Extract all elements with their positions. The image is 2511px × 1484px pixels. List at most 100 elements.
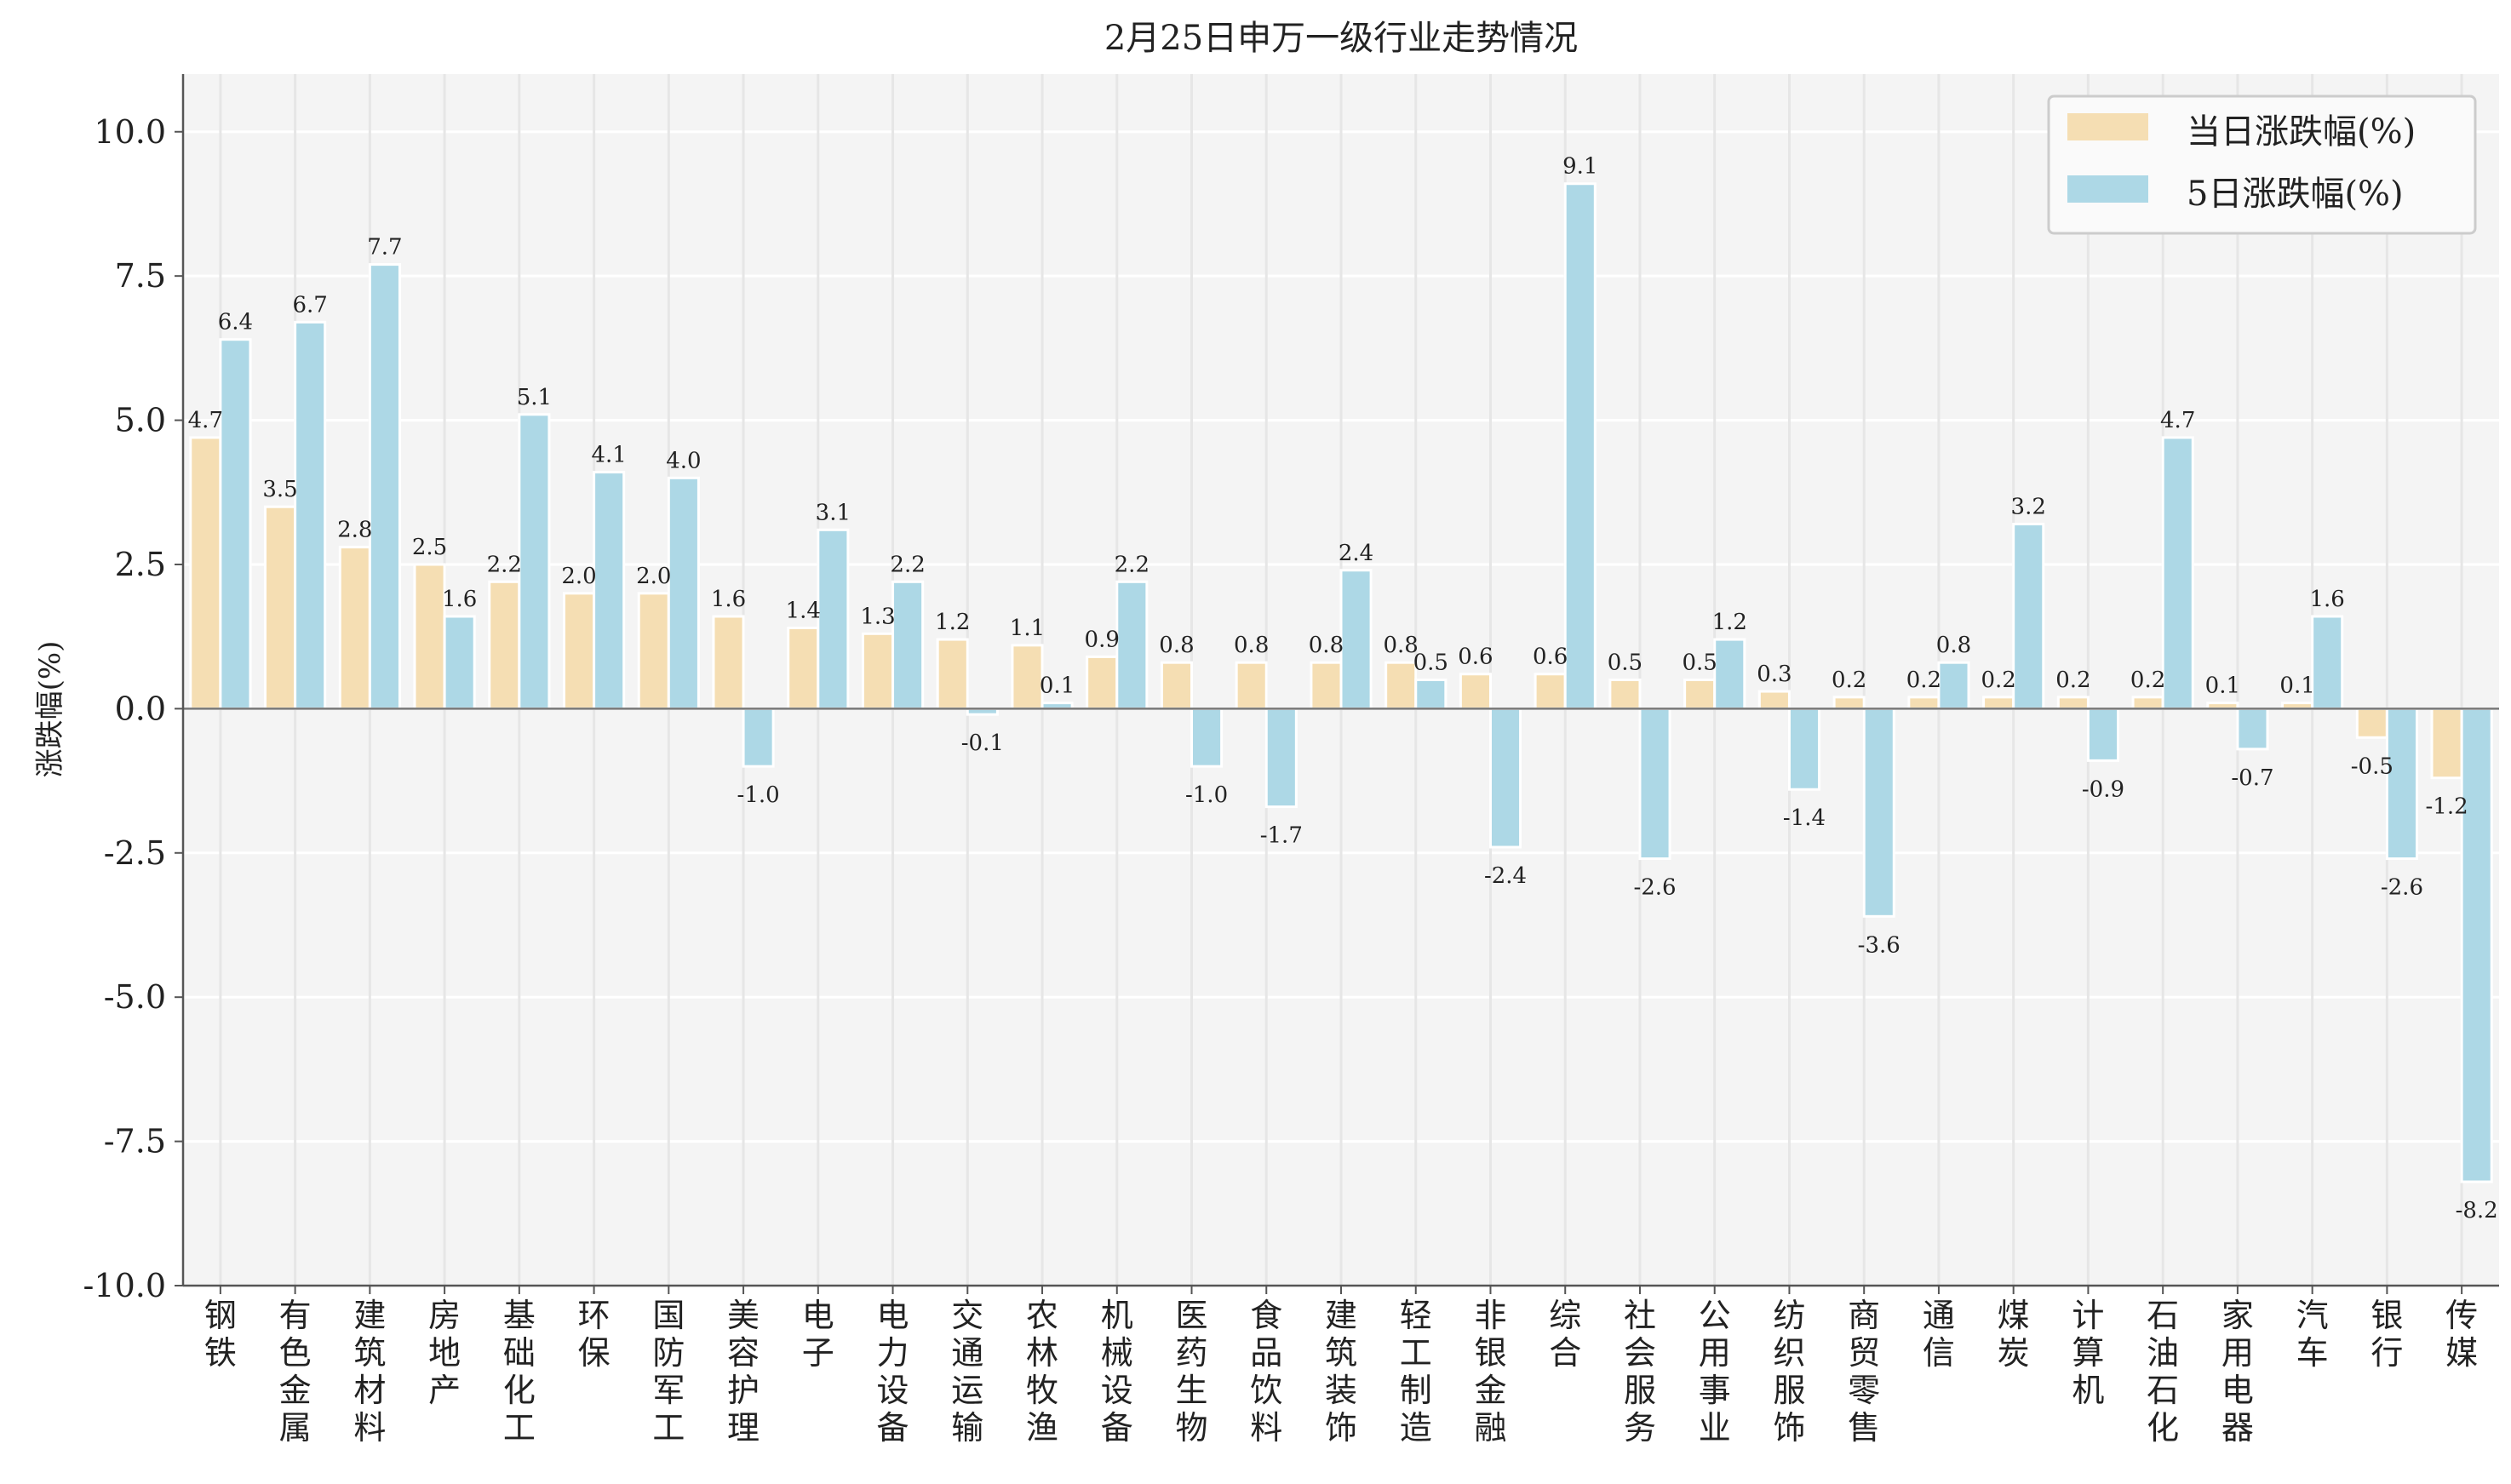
data-label-daily: 0.8 bbox=[1234, 633, 1269, 658]
data-label-daily: 4.7 bbox=[188, 408, 223, 433]
legend-box bbox=[2047, 95, 2477, 235]
x-tick-label: 建筑装饰 bbox=[1325, 1297, 1357, 1447]
bar-5day bbox=[1563, 182, 1597, 710]
data-label-5day: -0.1 bbox=[961, 731, 1004, 756]
bar-daily bbox=[413, 563, 446, 710]
data-label-daily: 1.2 bbox=[935, 610, 970, 635]
data-label-daily: 2.8 bbox=[337, 518, 372, 543]
x-ticks: 钢铁 有色金属 建筑材料 房地产 基础化工 环保 国防军工 美容护理 电子 电力设备 交通运输 农林牧… bbox=[204, 1286, 2478, 1447]
x-tick-label: 公用事业 bbox=[1699, 1297, 1731, 1447]
bar-daily bbox=[1011, 644, 1044, 710]
x-tick-label: 环保 bbox=[578, 1297, 611, 1372]
data-label-daily: 2.2 bbox=[487, 552, 522, 577]
bar-daily bbox=[1608, 679, 1642, 710]
x-tick-label: 机械设备 bbox=[1101, 1297, 1133, 1447]
bar-daily bbox=[712, 615, 745, 710]
data-label-daily: 1.6 bbox=[711, 587, 746, 612]
data-label-5day: -2.4 bbox=[1484, 863, 1527, 889]
bar-daily bbox=[1757, 690, 1791, 710]
bar-daily bbox=[1907, 696, 1941, 710]
bar-5day bbox=[1937, 661, 1970, 710]
data-label-daily: 0.6 bbox=[1533, 645, 1568, 670]
bar-5day bbox=[1787, 707, 1821, 791]
y-tick-label: 7.5 bbox=[115, 257, 166, 295]
bar-daily bbox=[264, 505, 297, 710]
x-tick-label: 银行 bbox=[2371, 1297, 2403, 1372]
x-tick-label: 美容护理 bbox=[727, 1297, 760, 1447]
y-ticks: -10.0 -7.5 -5.0 -2.5 0.0 2.5 5.0 7.5 10.0 bbox=[83, 113, 183, 1304]
data-label-5day: -8.2 bbox=[2456, 1198, 2498, 1223]
data-label-daily: 0.2 bbox=[1832, 668, 1866, 693]
data-label-5day: 0.5 bbox=[1413, 650, 1448, 676]
data-label-5day: -2.6 bbox=[1633, 875, 1676, 901]
data-label-5day: 3.2 bbox=[2011, 495, 2046, 520]
legend-label-daily: 当日涨跌幅(%) bbox=[2187, 112, 2416, 152]
data-label-5day: 6.7 bbox=[292, 292, 327, 318]
x-tick-label: 有色金属 bbox=[279, 1297, 312, 1447]
bar-daily bbox=[562, 592, 596, 710]
x-tick-label: 轻工制造 bbox=[1400, 1297, 1432, 1447]
bar-5day bbox=[294, 320, 327, 710]
bar-daily bbox=[2056, 696, 2090, 710]
x-tick-label: 纺织服饰 bbox=[1773, 1297, 1805, 1447]
bar-5day bbox=[443, 615, 476, 710]
data-label-5day: 9.1 bbox=[1562, 154, 1597, 180]
bar-daily bbox=[1832, 696, 1866, 710]
x-tick-label: 煤炭 bbox=[1998, 1297, 2030, 1372]
bar-daily bbox=[189, 436, 222, 710]
y-tick-label: -2.5 bbox=[104, 834, 166, 872]
bar-5day bbox=[1115, 580, 1149, 710]
bar-5day bbox=[2385, 707, 2418, 861]
bar-daily bbox=[936, 638, 969, 710]
data-label-daily: 0.3 bbox=[1757, 662, 1792, 687]
legend-swatch-5day bbox=[2067, 175, 2148, 203]
x-tick-label: 国防军工 bbox=[652, 1297, 685, 1447]
x-tick-label: 商贸零售 bbox=[1848, 1297, 1880, 1447]
bar-daily bbox=[1384, 661, 1418, 710]
x-tick-label: 家用电器 bbox=[2221, 1297, 2254, 1447]
x-tick-label: 非银金融 bbox=[1474, 1297, 1506, 1447]
data-label-daily: 0.6 bbox=[1458, 645, 1493, 670]
y-tick-label: 2.5 bbox=[115, 546, 166, 583]
data-label-daily: 0.5 bbox=[1682, 650, 1717, 676]
x-tick-label: 食品饮料 bbox=[1250, 1297, 1282, 1447]
bar-5day bbox=[1488, 707, 1522, 849]
x-tick-label: 石油石化 bbox=[2147, 1297, 2179, 1447]
bar-5day bbox=[368, 263, 401, 710]
data-label-5day: 0.8 bbox=[1936, 633, 1971, 658]
bar-5day bbox=[2161, 436, 2194, 710]
data-label-5day: -0.7 bbox=[2231, 765, 2273, 791]
bar-5day bbox=[1414, 679, 1448, 710]
data-label-daily: 0.8 bbox=[1384, 633, 1419, 658]
data-label-daily: 0.5 bbox=[1608, 650, 1642, 676]
bar-5day bbox=[1638, 707, 1671, 861]
data-label-5day: -1.4 bbox=[1783, 805, 1826, 831]
y-tick-label: 0.0 bbox=[115, 690, 166, 727]
data-label-5day: 7.7 bbox=[367, 235, 402, 261]
data-label-5day: -3.6 bbox=[1858, 932, 1900, 958]
data-label-daily: 2.0 bbox=[561, 564, 596, 589]
bar-5day bbox=[1713, 638, 1746, 710]
x-tick-label: 农林牧渔 bbox=[1026, 1297, 1058, 1447]
bar-daily bbox=[1235, 661, 1268, 710]
data-label-daily: 1.1 bbox=[1010, 616, 1045, 641]
data-label-5day: 6.4 bbox=[218, 310, 253, 335]
y-tick-label: -10.0 bbox=[83, 1267, 166, 1304]
data-label-5day: 4.0 bbox=[666, 448, 701, 473]
data-label-5day: 3.1 bbox=[816, 500, 851, 525]
data-label-5day: 1.6 bbox=[442, 587, 477, 612]
data-label-daily: 0.2 bbox=[1906, 668, 1941, 693]
x-tick-label: 综合 bbox=[1549, 1297, 1581, 1372]
bar-daily bbox=[1160, 661, 1194, 710]
x-tick-label: 通信 bbox=[1923, 1297, 1955, 1372]
chart-title: 2月25日申万一级行业走势情况 bbox=[1104, 19, 1578, 58]
y-tick-label: 10.0 bbox=[94, 113, 166, 151]
bar-daily bbox=[2131, 696, 2164, 710]
data-label-daily: 0.2 bbox=[1981, 668, 2015, 693]
data-label-daily: 0.1 bbox=[2279, 673, 2314, 699]
bar-daily bbox=[861, 632, 895, 710]
y-tick-label: -5.0 bbox=[104, 978, 166, 1016]
x-tick-label: 传媒 bbox=[2445, 1297, 2478, 1372]
bar-daily bbox=[1459, 673, 1492, 710]
x-tick-label: 医药生物 bbox=[1176, 1297, 1208, 1447]
